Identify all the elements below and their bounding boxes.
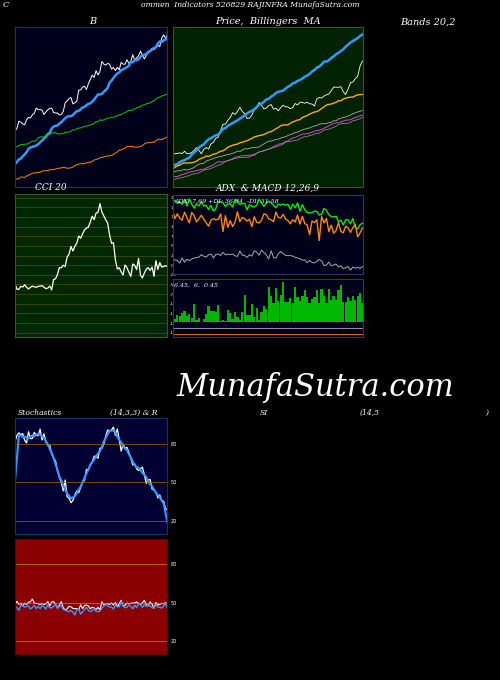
- Bar: [282, 282, 284, 322]
- Bar: [342, 302, 344, 322]
- Bar: [226, 310, 229, 322]
- Bar: [294, 287, 296, 322]
- Bar: [354, 301, 356, 322]
- Bar: [316, 290, 318, 322]
- Bar: [304, 290, 306, 322]
- Bar: [330, 301, 332, 322]
- Bar: [338, 290, 340, 322]
- Bar: [308, 303, 310, 322]
- Bar: [234, 312, 236, 322]
- Bar: [205, 314, 208, 322]
- Text: Bands 20,2: Bands 20,2: [400, 18, 455, 27]
- Bar: [359, 293, 361, 322]
- Bar: [208, 306, 210, 322]
- Bar: [250, 304, 253, 322]
- Bar: [287, 302, 289, 322]
- Bar: [326, 303, 328, 322]
- Bar: [196, 320, 198, 322]
- Text: C: C: [2, 1, 9, 10]
- Bar: [178, 316, 181, 322]
- Bar: [299, 301, 301, 322]
- Bar: [224, 321, 226, 322]
- Bar: [284, 302, 286, 322]
- Bar: [258, 320, 260, 322]
- Bar: [248, 316, 250, 322]
- Bar: [340, 285, 342, 322]
- Bar: [246, 315, 248, 322]
- Text: ): ): [485, 409, 488, 417]
- Text: Price,  Billingers  MA: Price, Billingers MA: [214, 18, 320, 27]
- Bar: [176, 315, 178, 322]
- Bar: [202, 319, 205, 322]
- Bar: [229, 313, 232, 322]
- Bar: [256, 308, 258, 322]
- Text: ADX: 7.69 +DI: 36.84  -DI: 31.58: ADX: 7.69 +DI: 36.84 -DI: 31.58: [174, 199, 279, 204]
- Bar: [362, 303, 364, 322]
- Bar: [277, 301, 280, 322]
- Bar: [356, 296, 359, 322]
- Bar: [323, 296, 325, 322]
- Bar: [214, 312, 217, 322]
- Bar: [198, 318, 200, 322]
- Bar: [212, 311, 214, 322]
- Bar: [193, 304, 196, 322]
- Text: ADX  & MACD 12,26,9: ADX & MACD 12,26,9: [216, 184, 320, 192]
- Bar: [292, 303, 294, 322]
- Bar: [217, 305, 220, 322]
- Bar: [328, 289, 330, 322]
- Bar: [244, 295, 246, 322]
- Bar: [318, 303, 320, 322]
- Bar: [301, 296, 304, 322]
- Text: 6.45,  6,  0.45: 6.45, 6, 0.45: [174, 282, 218, 288]
- Bar: [265, 309, 268, 322]
- Bar: [241, 312, 244, 322]
- Bar: [172, 317, 173, 322]
- Bar: [188, 314, 190, 322]
- Bar: [220, 321, 222, 322]
- Bar: [270, 296, 272, 322]
- Bar: [311, 299, 313, 322]
- Bar: [181, 313, 184, 322]
- Bar: [236, 317, 238, 322]
- Text: SI: SI: [260, 409, 268, 417]
- Bar: [347, 296, 349, 322]
- Text: B: B: [89, 18, 96, 27]
- Text: CCI 20: CCI 20: [35, 184, 66, 192]
- Bar: [238, 320, 241, 322]
- Bar: [174, 319, 176, 322]
- Text: (14,3,3) & R: (14,3,3) & R: [110, 409, 158, 417]
- Bar: [296, 297, 298, 322]
- Bar: [232, 320, 234, 322]
- Bar: [184, 311, 186, 322]
- Text: ommen  Indicators 526829 RAJINFRA MunafaSutra.com: ommen Indicators 526829 RAJINFRA MunafaS…: [141, 1, 359, 10]
- Bar: [335, 301, 337, 322]
- Text: Stochastics: Stochastics: [18, 409, 62, 417]
- Bar: [210, 311, 212, 322]
- Bar: [332, 296, 335, 322]
- Bar: [344, 302, 347, 322]
- Bar: [306, 297, 308, 322]
- Bar: [352, 296, 354, 322]
- Text: (14,5: (14,5: [360, 409, 380, 417]
- Bar: [263, 306, 265, 322]
- Bar: [186, 316, 188, 322]
- Bar: [268, 287, 270, 322]
- Bar: [253, 317, 256, 322]
- Bar: [222, 320, 224, 322]
- Text: MunafaSutra.com: MunafaSutra.com: [176, 372, 454, 403]
- Bar: [260, 312, 262, 322]
- Bar: [320, 288, 323, 322]
- Bar: [280, 295, 282, 322]
- Bar: [314, 296, 316, 322]
- Bar: [275, 288, 277, 322]
- Bar: [350, 301, 352, 322]
- Bar: [289, 298, 292, 322]
- Bar: [190, 318, 193, 322]
- Bar: [272, 303, 274, 322]
